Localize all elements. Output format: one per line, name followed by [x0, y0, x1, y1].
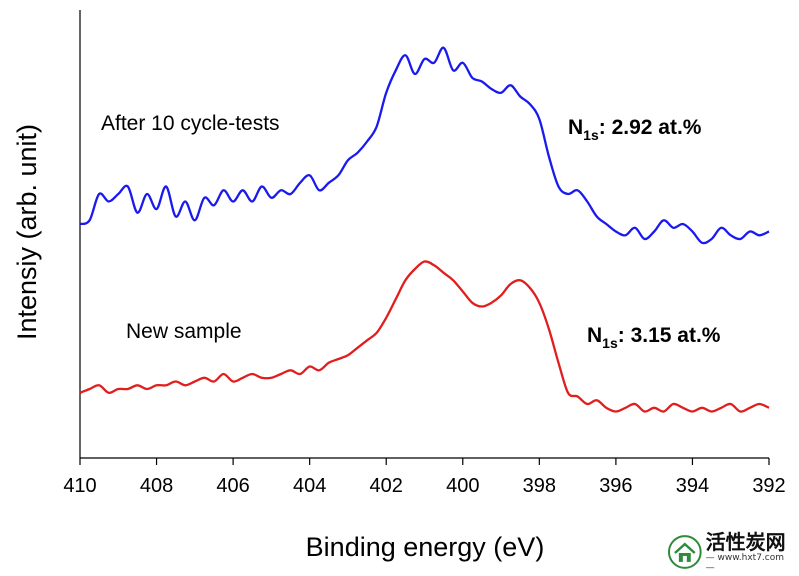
x-tick-label: 410 [63, 475, 96, 497]
n1s-subscript: 1s [583, 127, 599, 143]
watermark-text: 活性炭网 — www.hxt7.com — [706, 531, 795, 573]
n1s-value: : 2.92 at.% [599, 116, 702, 139]
x-tick-label: 392 [752, 475, 785, 497]
x-axis-title: Binding energy (eV) [306, 532, 545, 562]
x-tick-label: 398 [523, 475, 556, 497]
n1s-element: N [568, 116, 583, 139]
x-tick-label: 404 [293, 475, 326, 497]
n1s-subscript: 1s [602, 335, 618, 351]
x-tick-label: 400 [446, 475, 479, 497]
series-label-new-sample: New sample [126, 320, 242, 343]
x-tick-label: 394 [676, 475, 709, 497]
house-logo-icon [667, 535, 702, 569]
n1s-label-after-cycle: N1s: 2.92 at.% [568, 116, 702, 143]
n1s-value: : 3.15 at.% [618, 324, 721, 347]
x-tick-label: 402 [370, 475, 403, 497]
watermark-main-text: 活性炭网 [705, 530, 786, 554]
site-watermark: 活性炭网 — www.hxt7.com — [667, 531, 795, 573]
x-tick-label: 406 [216, 475, 249, 497]
x-tick-label: 408 [140, 475, 173, 497]
series-layer [79, 46, 770, 413]
axes [79, 10, 769, 459]
n1s-element: N [587, 324, 602, 347]
series-label-after-cycle: After 10 cycle-tests [101, 112, 280, 135]
x-tick-label: 396 [599, 475, 632, 497]
y-axis-title: Intensiy (arb. unit) [12, 124, 42, 340]
series-line-after-cycle-tests [79, 46, 770, 245]
x-ticks: 410 408 406 404 402 400 398 396 394 392 [63, 458, 786, 497]
n1s-label-new-sample: N1s: 3.15 at.% [587, 324, 721, 351]
series-line-new-sample [79, 260, 770, 413]
watermark-url: — www.hxt7.com — [705, 553, 785, 573]
